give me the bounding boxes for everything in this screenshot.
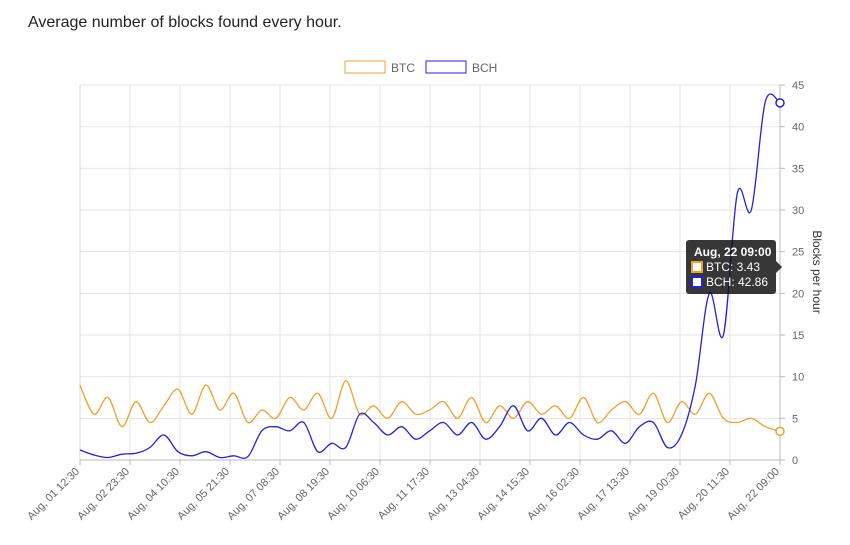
- tooltip-swatch: [691, 261, 703, 273]
- x-tick-label: Aug, 14 15:30: [475, 466, 532, 523]
- page-title: Average number of blocks found every hou…: [28, 14, 342, 31]
- y-tick-label: 5: [792, 413, 798, 425]
- y-tick-label: 40: [792, 122, 804, 134]
- y-tick-label: 0: [792, 455, 798, 467]
- x-tick-label: Aug, 04 10:30: [125, 466, 182, 523]
- x-tick-label: Aug, 07 08:30: [225, 466, 282, 523]
- x-tick-label: Aug, 05 21:30: [175, 466, 232, 523]
- series-layer: [79, 93, 785, 459]
- series-point-btc[interactable]: [775, 426, 785, 437]
- tooltip-swatch: [691, 276, 703, 288]
- x-tick-label: Aug, 08 19:30: [275, 466, 332, 523]
- y-tick-label: 25: [792, 247, 804, 259]
- tooltip-box: [686, 240, 776, 294]
- y-tick-label: 35: [792, 163, 804, 175]
- y-tick-label: 15: [792, 330, 804, 342]
- y-axis: 0 5 10 15 20 25 30 35 40 45: [780, 80, 804, 467]
- y-tick-label: 30: [792, 205, 804, 217]
- legend-swatch: [344, 60, 386, 74]
- x-tick-label: Aug, 17 13:30: [575, 466, 632, 523]
- x-tick-label: Aug, 19 00:30: [625, 466, 682, 523]
- tooltip-title: Aug, 22 09:00: [694, 245, 772, 259]
- legend-item-bch[interactable]: BCH: [425, 60, 497, 75]
- tooltip-entry: BTC: 3.43: [706, 260, 760, 274]
- y-axis-title: Blocks per hour: [810, 230, 824, 313]
- x-tick-label: Aug, 16 02:30: [525, 466, 582, 523]
- x-tick-label: Aug, 13 04:30: [425, 466, 482, 523]
- y-tick-label: 45: [792, 80, 804, 92]
- x-tick-label: Aug, 22 09:00: [725, 466, 782, 523]
- y-tick-label: 20: [792, 288, 804, 300]
- x-tick-label: Aug, 01 12:30: [25, 466, 82, 523]
- x-tick-label: Aug, 10 06:30: [325, 466, 382, 523]
- x-tick-label: Aug, 02 23:30: [75, 466, 132, 523]
- legend-label: BTC: [391, 61, 415, 75]
- legend-item-btc[interactable]: BTC: [344, 60, 415, 75]
- legend-swatch: [425, 60, 467, 74]
- chart-legend[interactable]: BTC BCH: [344, 60, 497, 75]
- x-tick-label: Aug, 20 11:30: [676, 466, 732, 522]
- y-tick-label: 10: [792, 372, 804, 384]
- legend-label: BCH: [472, 61, 497, 75]
- series-point-bch[interactable]: [775, 98, 785, 108]
- series-line-bch[interactable]: [79, 93, 781, 459]
- x-tick-label: Aug, 11 17:30: [376, 466, 432, 522]
- tooltip-entry: BCH: 42.86: [706, 275, 768, 289]
- series-line-btc[interactable]: [79, 380, 781, 433]
